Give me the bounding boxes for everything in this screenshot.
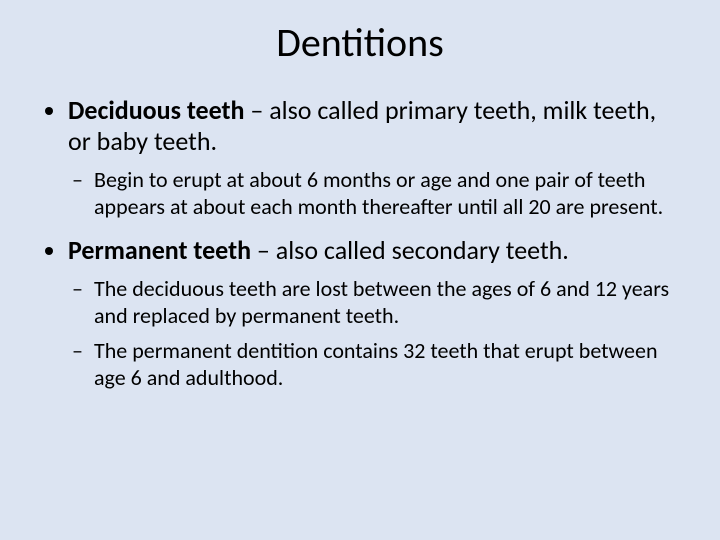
sub-bullet-item: The deciduous teeth are lost between the… [94, 276, 680, 330]
sub-bullet-item: Begin to erupt at about 6 months or age … [94, 167, 680, 221]
sub-bullet-item: The permanent dentition contains 32 teet… [94, 338, 680, 392]
slide: Dentitions Deciduous teeth – also called… [0, 0, 720, 540]
bullet-item: Deciduous teeth – also called primary te… [68, 95, 680, 221]
bullet-text: – also called secondary teeth. [257, 234, 569, 266]
bullet-bold: Deciduous teeth [68, 94, 250, 126]
sub-bullet-list: The deciduous teeth are lost between the… [68, 276, 680, 391]
sub-bullet-list: Begin to erupt at about 6 months or age … [68, 167, 680, 221]
bullet-list: Deciduous teeth – also called primary te… [40, 95, 680, 392]
bullet-item: Permanent teeth – also called secondary … [68, 235, 680, 392]
slide-title: Dentitions [40, 18, 680, 67]
bullet-bold: Permanent teeth [68, 234, 257, 266]
